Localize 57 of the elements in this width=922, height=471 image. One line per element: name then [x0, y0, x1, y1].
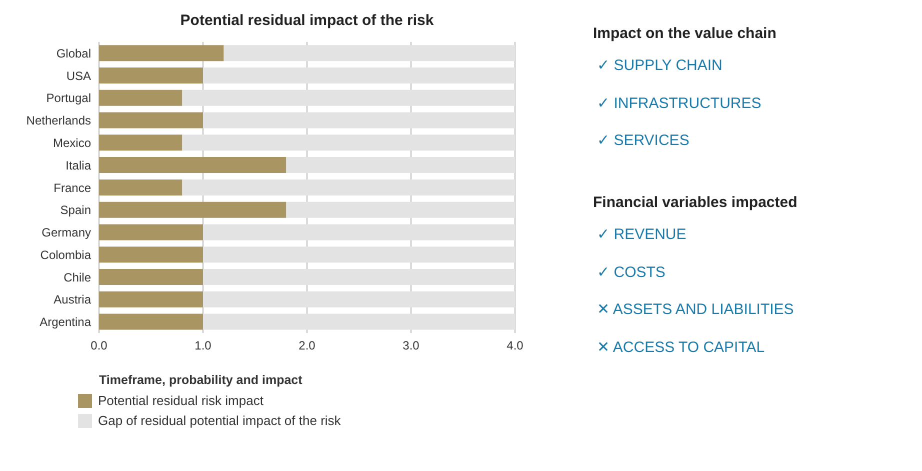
- y-tick-label: Austria: [54, 292, 92, 307]
- y-tick-label: USA: [66, 68, 91, 83]
- y-tick-label: Netherlands: [26, 114, 91, 128]
- bar: [203, 68, 515, 84]
- x-tick-label: 4.0: [506, 338, 524, 353]
- bar: [99, 90, 182, 106]
- bar: [182, 90, 515, 106]
- x-tick-label: 0.0: [90, 338, 108, 353]
- chart-title: Potential residual impact of the risk: [179, 12, 435, 31]
- bar: [203, 314, 515, 330]
- bar: [99, 45, 224, 62]
- bar: [99, 134, 182, 151]
- y-tick-label: Argentina: [40, 315, 92, 330]
- bar: [203, 291, 515, 308]
- text: ✕ ASSETS AND LIABILITIES: [597, 300, 795, 320]
- bar: [99, 179, 182, 196]
- text: Impact on the value chain: [593, 25, 776, 42]
- bar: [203, 246, 515, 263]
- bar: [203, 268, 515, 285]
- bar: [182, 134, 515, 151]
- y-tick-label: Germany: [42, 226, 91, 240]
- y-tick-label: Spain: [60, 203, 91, 218]
- bar: [99, 246, 203, 263]
- bar: [182, 179, 515, 196]
- legend-label: Gap of residual potential impact of the risk: [98, 413, 341, 428]
- text: ✓ SUPPLY CHAIN: [597, 56, 724, 76]
- bar: [203, 112, 515, 128]
- y-tick-label: France: [54, 180, 92, 195]
- bar: [99, 112, 203, 128]
- text: ✓ INFRASTRUCTURES: [597, 94, 762, 114]
- text: ✓ REVENUE: [597, 225, 688, 245]
- bar: [99, 224, 203, 240]
- bar: [203, 224, 515, 240]
- y-tick-label: Chile: [64, 270, 92, 284]
- x-tick-label: 1.0: [194, 338, 212, 353]
- bar: [99, 202, 286, 218]
- text: ✓ COSTS: [597, 262, 666, 282]
- y-tick-label: Global: [56, 46, 91, 60]
- text: ✕ ACCESS TO CAPITAL: [597, 338, 766, 358]
- bar: [286, 157, 515, 174]
- legend-label: Potential residual risk impact: [98, 393, 264, 408]
- text: Financial variables impacted: [593, 194, 798, 211]
- bar: [99, 291, 203, 308]
- bar: [99, 68, 203, 84]
- y-tick-label: Portugal: [46, 91, 91, 106]
- bar: [224, 45, 515, 62]
- bar: [99, 314, 203, 330]
- y-tick-label: Colombia: [40, 248, 92, 262]
- bar: [99, 157, 286, 174]
- legend-title: Timeframe, probability and impact: [99, 373, 304, 387]
- bar: [286, 202, 515, 218]
- y-tick-label: Mexico: [52, 136, 92, 150]
- bar: [99, 268, 203, 285]
- x-tick-label: 3.0: [402, 338, 420, 353]
- text: ✓ SERVICES: [597, 131, 690, 151]
- x-tick-label: 2.0: [298, 338, 316, 353]
- y-tick-label: Italia: [66, 158, 92, 172]
